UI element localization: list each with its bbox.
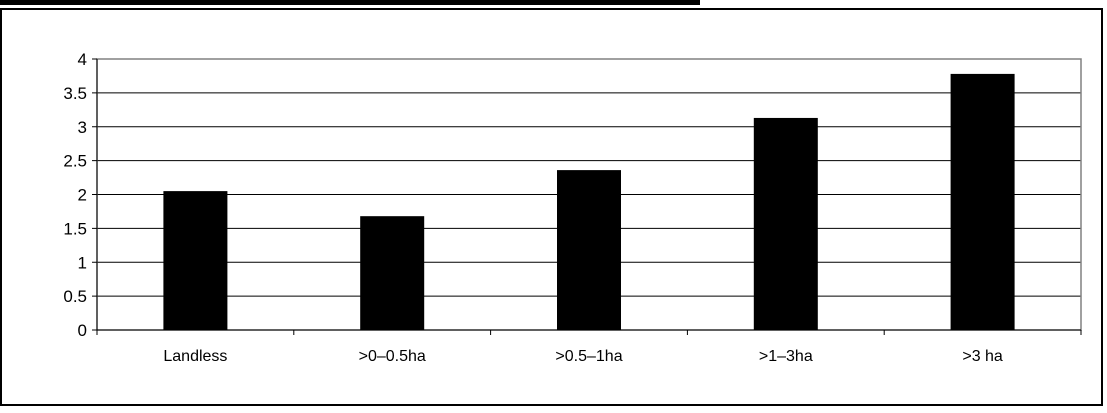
x-tick-label: Landless bbox=[163, 348, 227, 365]
bar bbox=[950, 73, 1015, 330]
bar bbox=[753, 117, 818, 330]
y-tick-label: 3 bbox=[78, 118, 87, 137]
y-tick-label: 2.5 bbox=[63, 152, 87, 171]
y-tick-label: 0.5 bbox=[63, 287, 87, 306]
bar bbox=[557, 170, 621, 330]
x-tick-label: >0–0.5ha bbox=[359, 348, 426, 365]
y-tick-labels: 0 0.5 1 1.5 2 2.5 3 3.5 4 bbox=[63, 50, 87, 340]
y-tick-label: 3.5 bbox=[63, 84, 87, 103]
x-tick-label: >3 ha bbox=[962, 348, 1003, 365]
top-edge-line bbox=[0, 0, 700, 5]
bar-chart: 0 0.5 1 1.5 2 2.5 3 3.5 4 Landless >0–0.5ha >0.5–1… bbox=[63, 50, 1082, 365]
bars bbox=[163, 73, 1015, 330]
y-tick-label: 0 bbox=[78, 321, 87, 340]
x-tick-labels: Landless >0–0.5ha >0.5–1ha >1–3ha >3 ha bbox=[163, 348, 1003, 365]
bar bbox=[360, 216, 425, 330]
y-tick-label: 2 bbox=[78, 186, 87, 205]
y-tick-label: 1.5 bbox=[63, 219, 87, 238]
x-tick-label: >0.5–1ha bbox=[555, 348, 622, 365]
bar bbox=[163, 191, 228, 330]
x-tick-label: >1–3ha bbox=[759, 348, 813, 365]
chart-frame: 0 0.5 1 1.5 2 2.5 3 3.5 4 Landless >0–0.5ha >0.5–1… bbox=[0, 8, 1103, 406]
axes bbox=[92, 58, 1082, 335]
y-tick-label: 1 bbox=[78, 253, 87, 272]
y-tick-label: 4 bbox=[78, 50, 87, 69]
